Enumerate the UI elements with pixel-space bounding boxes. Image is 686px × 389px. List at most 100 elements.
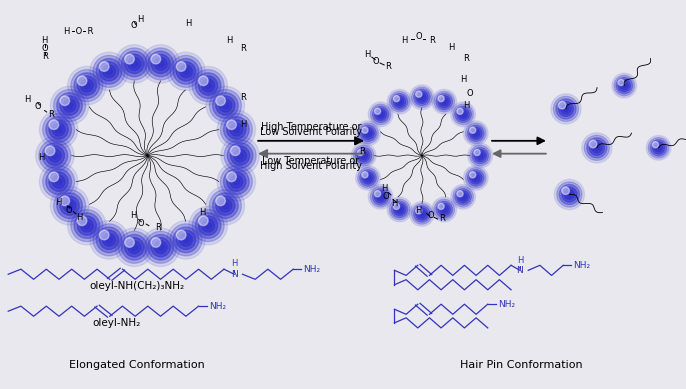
Ellipse shape — [121, 51, 147, 77]
Ellipse shape — [389, 91, 410, 112]
Ellipse shape — [362, 172, 374, 184]
Text: H  O  R: H O R — [64, 26, 93, 36]
Ellipse shape — [141, 45, 180, 83]
Ellipse shape — [355, 166, 380, 190]
Ellipse shape — [362, 127, 368, 133]
Ellipse shape — [387, 197, 412, 222]
Text: O: O — [372, 56, 379, 66]
Ellipse shape — [410, 202, 434, 226]
Ellipse shape — [45, 146, 64, 165]
Text: O: O — [466, 89, 473, 98]
Ellipse shape — [128, 58, 141, 70]
Ellipse shape — [476, 151, 484, 160]
Ellipse shape — [202, 79, 215, 92]
Ellipse shape — [438, 203, 445, 209]
Ellipse shape — [589, 140, 597, 148]
Text: H: H — [226, 36, 233, 46]
Ellipse shape — [351, 143, 376, 168]
Text: Elongated Conformation: Elongated Conformation — [69, 359, 205, 370]
Ellipse shape — [90, 221, 128, 259]
Ellipse shape — [395, 98, 403, 106]
Ellipse shape — [359, 125, 376, 142]
Ellipse shape — [182, 68, 189, 75]
Ellipse shape — [60, 96, 69, 105]
Ellipse shape — [412, 87, 432, 108]
Ellipse shape — [472, 129, 480, 137]
Ellipse shape — [173, 59, 199, 84]
Ellipse shape — [364, 174, 372, 182]
Ellipse shape — [359, 170, 376, 186]
Ellipse shape — [594, 145, 600, 150]
Ellipse shape — [51, 152, 58, 159]
Ellipse shape — [96, 59, 122, 84]
Ellipse shape — [620, 81, 628, 90]
Ellipse shape — [440, 205, 449, 214]
Ellipse shape — [60, 96, 79, 115]
Ellipse shape — [416, 208, 422, 214]
Ellipse shape — [125, 238, 144, 257]
Ellipse shape — [414, 206, 430, 222]
Ellipse shape — [233, 179, 239, 185]
Ellipse shape — [589, 140, 604, 155]
Ellipse shape — [377, 110, 385, 119]
Ellipse shape — [230, 175, 243, 188]
Ellipse shape — [442, 100, 447, 104]
Ellipse shape — [370, 104, 391, 124]
Ellipse shape — [470, 172, 476, 178]
Ellipse shape — [74, 213, 99, 238]
Ellipse shape — [470, 127, 482, 140]
Text: H: H — [364, 50, 370, 59]
Ellipse shape — [451, 184, 475, 209]
Ellipse shape — [151, 238, 161, 247]
Ellipse shape — [57, 93, 82, 118]
Ellipse shape — [115, 228, 154, 266]
Ellipse shape — [84, 223, 90, 229]
Ellipse shape — [125, 54, 134, 64]
Ellipse shape — [364, 129, 372, 137]
Ellipse shape — [554, 179, 584, 210]
Ellipse shape — [209, 89, 241, 121]
Text: NH₂: NH₂ — [304, 265, 320, 274]
Text: H: H — [240, 120, 247, 129]
Ellipse shape — [461, 195, 465, 199]
Ellipse shape — [457, 108, 469, 121]
Ellipse shape — [198, 216, 208, 226]
Ellipse shape — [131, 244, 137, 251]
Ellipse shape — [54, 89, 86, 121]
Ellipse shape — [418, 93, 426, 102]
Ellipse shape — [389, 199, 410, 220]
Ellipse shape — [198, 76, 208, 86]
Ellipse shape — [170, 224, 202, 256]
Ellipse shape — [436, 201, 453, 218]
Ellipse shape — [457, 191, 469, 203]
Ellipse shape — [563, 107, 569, 111]
Ellipse shape — [43, 166, 75, 198]
Ellipse shape — [125, 238, 134, 247]
Ellipse shape — [420, 212, 424, 216]
Text: O: O — [34, 102, 41, 112]
Ellipse shape — [457, 108, 463, 114]
Ellipse shape — [459, 193, 467, 201]
Ellipse shape — [561, 104, 571, 114]
Ellipse shape — [455, 106, 471, 123]
Ellipse shape — [131, 61, 137, 67]
Text: H: H — [130, 211, 137, 221]
Ellipse shape — [151, 54, 161, 64]
Ellipse shape — [233, 126, 239, 133]
Ellipse shape — [618, 79, 624, 86]
Ellipse shape — [472, 174, 480, 182]
Ellipse shape — [176, 230, 186, 240]
Ellipse shape — [567, 192, 572, 197]
Ellipse shape — [220, 166, 252, 198]
Text: H: H — [231, 259, 237, 268]
Ellipse shape — [464, 121, 488, 145]
Ellipse shape — [45, 146, 55, 156]
Text: High Temperature or: High Temperature or — [261, 122, 361, 132]
Text: O: O — [415, 32, 422, 42]
Ellipse shape — [391, 201, 407, 218]
Text: R: R — [241, 93, 246, 102]
Text: H: H — [185, 19, 192, 28]
Ellipse shape — [99, 62, 119, 81]
Text: H: H — [415, 205, 422, 215]
Ellipse shape — [420, 95, 424, 99]
